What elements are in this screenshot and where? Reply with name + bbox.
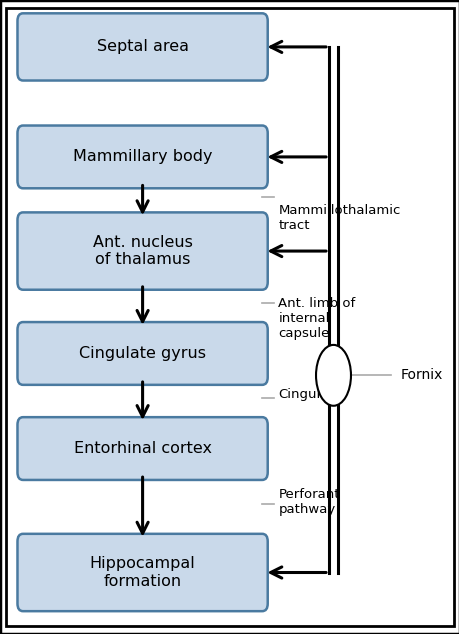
Text: Septal area: Septal area: [96, 39, 188, 55]
FancyBboxPatch shape: [17, 417, 267, 480]
Text: Entorhinal cortex: Entorhinal cortex: [73, 441, 211, 456]
FancyBboxPatch shape: [17, 322, 267, 385]
Text: Hippocampal
formation: Hippocampal formation: [90, 556, 195, 589]
Text: Perforant
pathway: Perforant pathway: [278, 488, 339, 516]
Text: Cingulum: Cingulum: [278, 388, 341, 401]
FancyBboxPatch shape: [17, 534, 267, 611]
Text: Cingulate gyrus: Cingulate gyrus: [79, 346, 206, 361]
Ellipse shape: [315, 345, 350, 406]
FancyBboxPatch shape: [17, 126, 267, 188]
Text: Fornix: Fornix: [399, 368, 442, 382]
Text: Mammillary body: Mammillary body: [73, 150, 212, 164]
Text: Mammillothalamic
tract: Mammillothalamic tract: [278, 204, 400, 232]
FancyBboxPatch shape: [17, 212, 267, 290]
FancyBboxPatch shape: [17, 13, 267, 81]
Text: Ant. nucleus
of thalamus: Ant. nucleus of thalamus: [92, 235, 192, 268]
Text: Ant. limb of
internal
capsule: Ant. limb of internal capsule: [278, 297, 355, 340]
